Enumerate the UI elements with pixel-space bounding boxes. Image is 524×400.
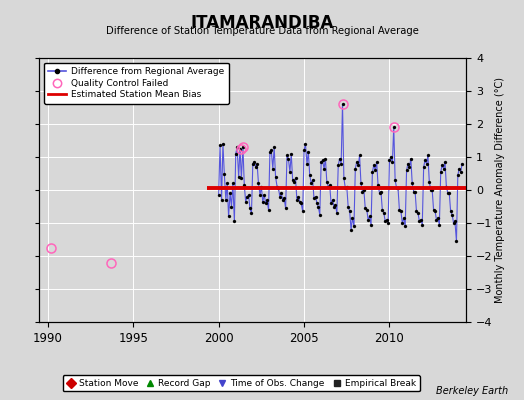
Legend: Difference from Regional Average, Quality Control Failed, Estimated Station Mean: Difference from Regional Average, Qualit… [44,62,228,104]
Text: Berkeley Earth: Berkeley Earth [436,386,508,396]
Y-axis label: Monthly Temperature Anomaly Difference (°C): Monthly Temperature Anomaly Difference (… [495,77,505,303]
Legend: Station Move, Record Gap, Time of Obs. Change, Empirical Break: Station Move, Record Gap, Time of Obs. C… [62,375,420,392]
Text: Difference of Station Temperature Data from Regional Average: Difference of Station Temperature Data f… [105,26,419,36]
Text: ITAMARANDIBA: ITAMARANDIBA [190,14,334,32]
